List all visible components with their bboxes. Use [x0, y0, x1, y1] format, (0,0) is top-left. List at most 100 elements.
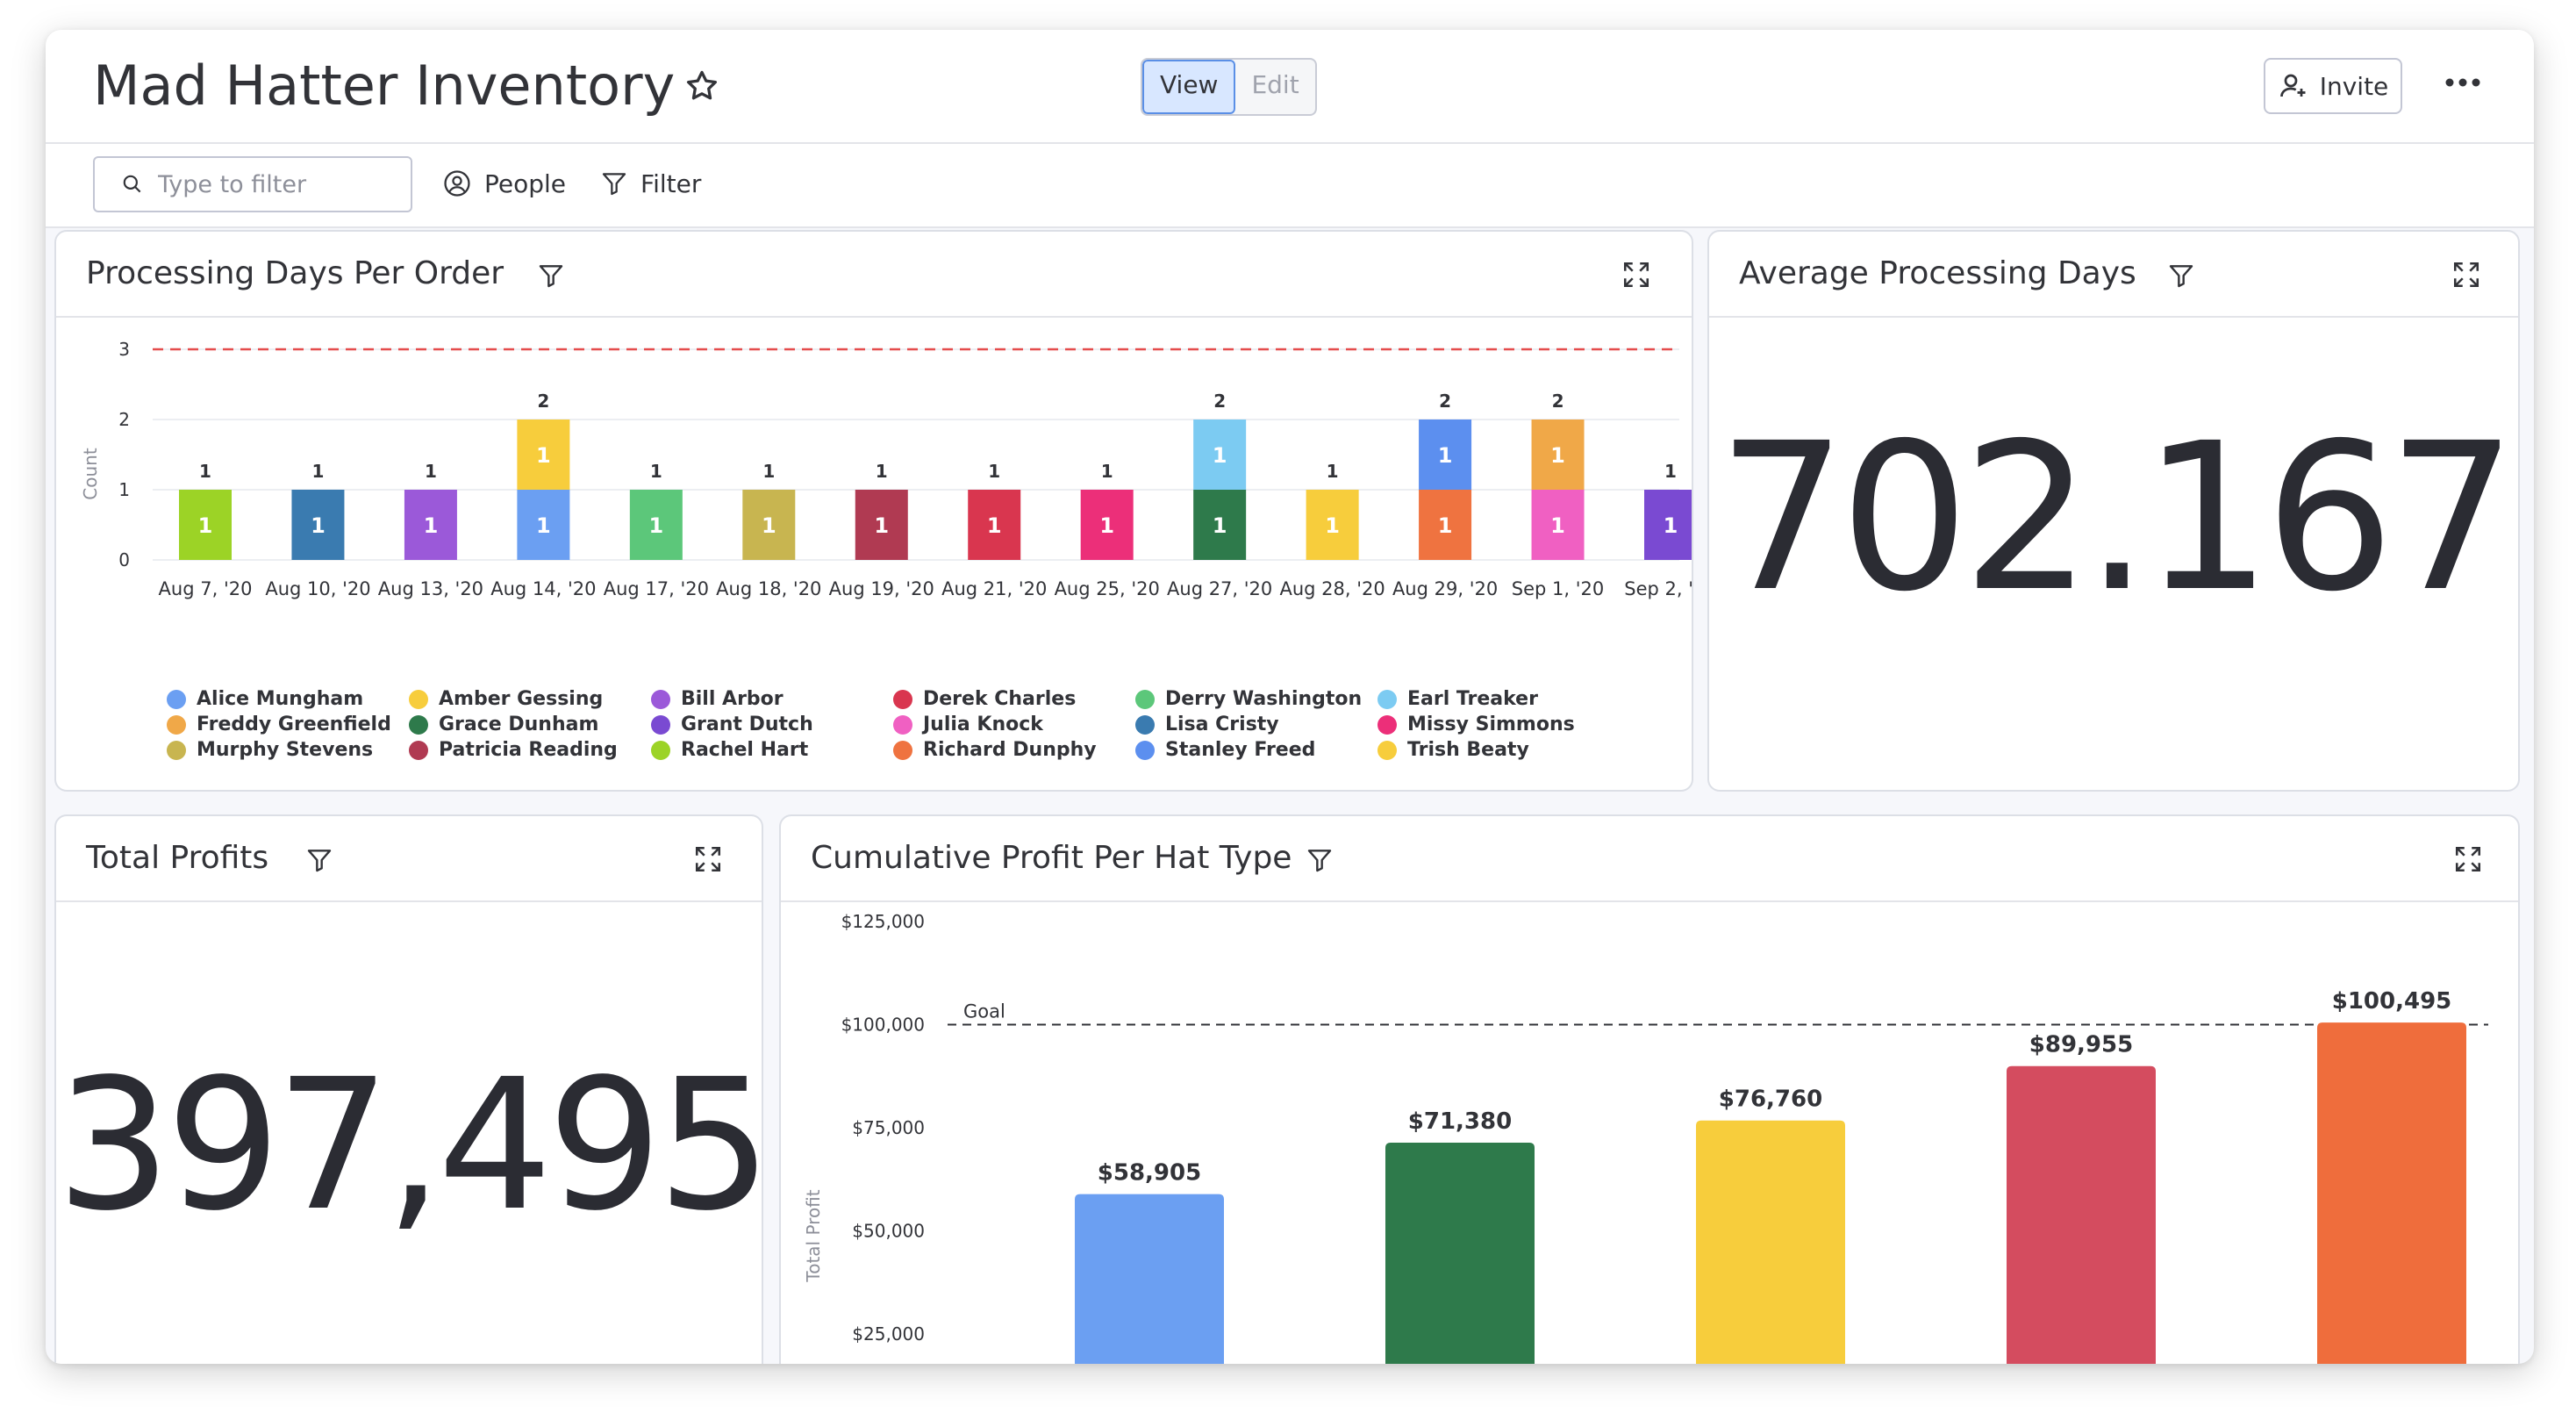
y-axis-label: Total Profit [803, 1189, 824, 1282]
person-circle-icon [444, 170, 470, 197]
segment-label: 1 [1213, 443, 1227, 468]
legend-item[interactable]: Missy Simmons [1377, 714, 1575, 735]
expand-icon[interactable] [693, 844, 723, 874]
segment-label: 1 [648, 513, 663, 538]
filter-button[interactable]: Filter [600, 161, 701, 205]
bar-segment[interactable] [629, 490, 683, 560]
legend-swatch [1377, 714, 1397, 735]
legend-label: Grace Dunham [439, 714, 599, 735]
legend-item[interactable]: Patricia Reading [409, 739, 618, 761]
filter-bar: People Filter [46, 144, 2534, 228]
bar-segment[interactable] [1080, 490, 1134, 560]
legend-item[interactable]: Trish Beaty [1377, 739, 1529, 761]
bar-segment[interactable] [968, 490, 1021, 560]
x-tick-label: Sep 2, '20 [1624, 578, 1692, 599]
x-tick-label: Aug 13, '20 [378, 578, 483, 599]
people-filter-button[interactable]: People [442, 161, 566, 205]
invite-button[interactable]: Invite [2264, 58, 2402, 114]
widget-title: Total Profits [86, 840, 269, 876]
profit-bar[interactable] [2007, 1065, 2156, 1364]
legend-item[interactable]: Murphy Stevens [167, 739, 373, 761]
segment-label: 1 [1664, 513, 1678, 538]
legend-swatch [167, 689, 186, 709]
dashboard-window: Mad Hatter Inventory View Edit Invite [46, 30, 2534, 1364]
bar-segment[interactable] [517, 420, 570, 490]
widget-filter-icon[interactable] [2167, 262, 2195, 290]
more-options-icon[interactable] [2441, 65, 2485, 100]
widget-filter-icon[interactable] [1306, 846, 1334, 874]
segment-label: 1 [874, 513, 889, 538]
bar-segment[interactable] [855, 490, 908, 560]
legend-item[interactable]: Amber Gessing [409, 688, 603, 710]
bar-segment[interactable] [1419, 420, 1472, 490]
bar-total-label: 1 [1101, 461, 1113, 482]
segment-label: 1 [536, 443, 551, 468]
star-icon[interactable] [683, 67, 721, 105]
view-button[interactable]: View [1142, 60, 1236, 114]
bar-segment[interactable] [517, 490, 570, 560]
expand-icon[interactable] [1621, 260, 1651, 290]
legend-item[interactable]: Derek Charles [893, 688, 1076, 710]
legend-item[interactable]: Richard Dunphy [893, 739, 1097, 761]
edit-button[interactable]: Edit [1251, 70, 1299, 99]
bar-segment[interactable] [1644, 490, 1692, 560]
legend-item[interactable]: Freddy Greenfield [167, 714, 391, 735]
legend-item[interactable]: Stanley Freed [1135, 739, 1315, 761]
legend-label: Lisa Cristy [1165, 714, 1279, 735]
y-axis-label: Count [80, 448, 101, 500]
x-tick-label: Aug 17, '20 [604, 578, 709, 599]
legend-label: Murphy Stevens [197, 739, 374, 761]
bar-segment[interactable] [1531, 490, 1585, 560]
x-tick-label: Aug 14, '20 [490, 578, 596, 599]
legend-swatch [167, 714, 186, 735]
widget-filter-icon[interactable] [305, 846, 333, 874]
profit-bar[interactable] [1696, 1120, 1845, 1364]
profit-bar[interactable] [1385, 1143, 1535, 1364]
bar-value-label: $71,380 [1408, 1108, 1512, 1135]
bar-segment[interactable] [179, 490, 232, 560]
bar-segment[interactable] [1193, 420, 1247, 490]
bar-segment[interactable] [1306, 490, 1359, 560]
legend-swatch [167, 740, 186, 760]
expand-icon[interactable] [2451, 260, 2481, 290]
segment-label: 1 [536, 513, 551, 538]
segment-label: 1 [1099, 513, 1114, 538]
x-tick-label: Sep 1, '20 [1512, 578, 1604, 599]
x-tick-label: Aug 21, '20 [941, 578, 1047, 599]
search-input[interactable] [156, 169, 388, 199]
bar-segment[interactable] [1531, 420, 1585, 490]
legend-item[interactable]: Julia Knock [893, 714, 1043, 735]
legend-item[interactable]: Derry Washington [1135, 688, 1362, 710]
bar-segment[interactable] [1419, 490, 1472, 560]
profit-bar[interactable] [1075, 1194, 1224, 1364]
legend-item[interactable]: Grace Dunham [409, 714, 598, 735]
legend-swatch [893, 689, 912, 709]
widget-header: Processing Days Per Order [56, 232, 1692, 318]
bar-segment[interactable] [742, 490, 796, 560]
board-header: Mad Hatter Inventory View Edit Invite [46, 30, 2534, 144]
widget-title: Average Processing Days [1739, 255, 2136, 291]
cumulative-profit-widget: Cumulative Profit Per Hat Type Total Pro… [779, 814, 2520, 1364]
profit-bar[interactable] [2317, 1022, 2466, 1364]
bar-segment[interactable] [291, 490, 345, 560]
legend-label: Derry Washington [1165, 688, 1363, 710]
legend-item[interactable]: Earl Treaker [1377, 688, 1538, 710]
bar-segment[interactable] [404, 490, 457, 560]
legend-label: Bill Arbor [681, 688, 784, 710]
legend-item[interactable]: Bill Arbor [651, 688, 784, 710]
view-edit-toggle: View Edit [1141, 58, 1317, 116]
legend-item[interactable]: Lisa Cristy [1135, 714, 1279, 735]
y-tick-label: 0 [118, 549, 130, 570]
add-person-icon [2279, 74, 2306, 97]
legend-item[interactable]: Alice Mungham [167, 688, 363, 710]
legend-item[interactable]: Grant Dutch [651, 714, 813, 735]
widget-filter-icon[interactable] [537, 262, 565, 290]
expand-icon[interactable] [2453, 844, 2483, 874]
legend-label: Rachel Hart [681, 739, 809, 761]
legend-label: Richard Dunphy [923, 739, 1097, 761]
bar-segment[interactable] [1193, 490, 1247, 560]
cumulative-profit-chart: Total Profit $25,000 $50,000 $75,000 $100,00… [803, 911, 2488, 1364]
search-box [93, 156, 412, 212]
filter-label: Filter [640, 169, 702, 198]
legend-item[interactable]: Rachel Hart [651, 739, 808, 761]
